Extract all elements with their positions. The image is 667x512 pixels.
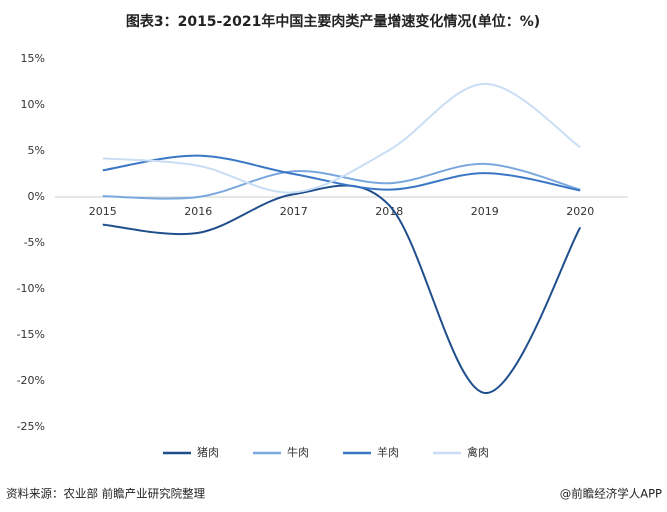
line-series: [102, 154, 581, 192]
x-tick-label: 2019: [471, 205, 499, 218]
credit: @前瞻经济学人APP: [560, 487, 662, 501]
legend-label: 羊肉: [377, 445, 399, 459]
line-series: [102, 82, 581, 194]
source: 资料来源：农业部 前瞻产业研究院整理: [6, 487, 206, 501]
chart-title: 图表3：2015-2021年中国主要肉类产量增速变化情况(单位：%): [126, 13, 540, 30]
legend-label: 猪肉: [197, 446, 219, 459]
y-tick-label: 0%: [28, 190, 45, 203]
line-series: [102, 184, 582, 394]
y-tick-label: 5%: [28, 144, 45, 157]
y-tick-label: 15%: [21, 52, 45, 65]
line-series: [102, 162, 581, 200]
x-tick-label: 2015: [89, 205, 117, 218]
x-tick-label: 2018: [375, 205, 403, 218]
y-tick-label: -20%: [17, 374, 45, 387]
y-tick-label: -15%: [17, 328, 45, 341]
x-tick-label: 2020: [566, 205, 594, 218]
y-tick-label: -5%: [24, 236, 45, 249]
y-tick-label: 10%: [21, 98, 45, 111]
x-tick-label: 2016: [184, 205, 212, 218]
x-tick-label: 2017: [280, 205, 308, 218]
legend-label: 牛肉: [287, 445, 309, 459]
y-tick-label: -25%: [17, 420, 45, 433]
y-tick-label: -10%: [17, 282, 45, 295]
legend-label: 禽肉: [467, 445, 489, 459]
